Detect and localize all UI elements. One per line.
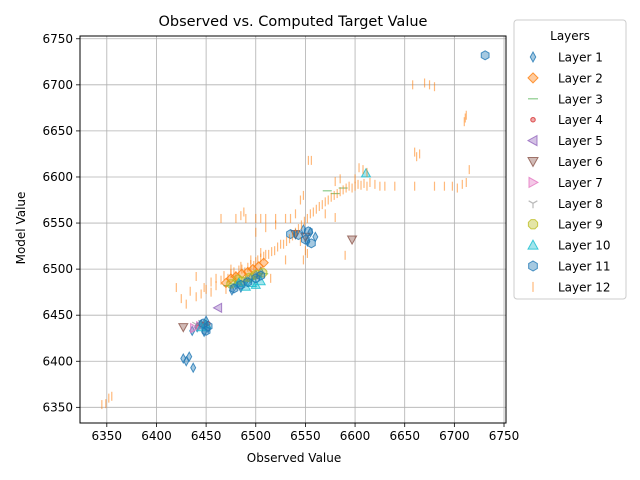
y-tick-label: 6700 (42, 78, 73, 92)
series-layer-12 (101, 78, 470, 410)
legend-items: Layer 1 Layer 2 Layer 3 Layer 4 Layer 5 Layer… (526, 50, 611, 294)
x-tick-label: 6750 (489, 429, 520, 443)
axes-frame (79, 35, 507, 424)
legend-marker (527, 157, 539, 168)
legend-entry: Layer 1 (529, 50, 603, 65)
legend-entry: Layer 12 (532, 280, 611, 294)
data-point (198, 318, 208, 329)
legend-entry: Layer 9 (527, 218, 603, 232)
data-point (306, 238, 316, 249)
data-point (236, 279, 246, 290)
legend-label: Layer 3 (558, 92, 603, 106)
legend-label: Layer 6 (558, 155, 603, 169)
legend-marker (526, 134, 538, 147)
y-tick-label: 6550 (42, 216, 73, 230)
legend-entry: Layer 8 (528, 197, 603, 211)
legend-entry: Layer 4 (530, 113, 603, 127)
legend-entry: Layer 10 (527, 239, 611, 253)
data-point (212, 302, 223, 314)
x-axis-ticks: 6350 6400 6450 6500 6550 6600 6650 6700 6750 (92, 423, 520, 443)
legend-label: Layer 4 (558, 113, 603, 127)
legend-label: Layer 5 (558, 134, 603, 148)
plot-area (79, 35, 507, 424)
x-tick-label: 6500 (240, 429, 271, 443)
data-point (203, 321, 213, 332)
x-tick-label: 6450 (191, 429, 222, 443)
legend-entry: Layer 5 (526, 134, 603, 148)
data-point (190, 362, 197, 374)
data-point (286, 229, 295, 240)
x-tick-label: 6350 (92, 429, 123, 443)
legend-entry: Layer 2 (527, 71, 603, 85)
data-point (186, 351, 193, 363)
y-tick-label: 6650 (42, 124, 73, 138)
series-layer-10 (195, 167, 372, 332)
legend-label: Layer 1 (558, 51, 603, 65)
data-point (190, 322, 200, 334)
legend-label: Layer 11 (558, 260, 611, 274)
data-point (229, 283, 239, 294)
legend-marker (529, 50, 537, 64)
plot-background (80, 36, 506, 423)
series-layer-5 (212, 302, 223, 314)
y-tick-label: 6500 (42, 262, 73, 276)
legend-marker (527, 219, 539, 230)
legend-marker (528, 260, 538, 272)
data-point (346, 235, 358, 246)
legend-marker (527, 239, 539, 250)
x-tick-label: 6400 (141, 429, 172, 443)
data-point (243, 276, 253, 288)
y-tick-label: 6600 (42, 170, 73, 184)
legend-entry: Layer 11 (528, 260, 611, 274)
x-tick-label: 6600 (340, 429, 371, 443)
y-tick-label: 6450 (42, 308, 73, 322)
legend-label: Layer 10 (558, 239, 611, 253)
legend-entry: Layer 3 (528, 92, 603, 106)
data-point (177, 323, 189, 333)
legend-marker (528, 200, 538, 209)
legend-marker (528, 176, 540, 189)
data-point (303, 226, 313, 237)
legend-entry: Layer 6 (527, 155, 603, 169)
legend-label: Layer 7 (558, 176, 603, 190)
data-point (255, 275, 267, 286)
x-axis-label: Observed Value (247, 451, 342, 465)
legend-label: Layer 9 (558, 218, 603, 232)
legend-marker (527, 72, 539, 84)
data-point (251, 273, 261, 284)
data-point (480, 50, 490, 61)
legend-marker (530, 116, 536, 123)
legend-label: Layer 2 (558, 71, 603, 85)
data-point (256, 270, 266, 281)
x-tick-label: 6700 (439, 429, 470, 443)
y-tick-label: 6350 (42, 400, 73, 414)
legend-label: Layer 8 (558, 197, 603, 211)
chart-title: Observed vs. Computed Target Value (159, 14, 428, 30)
legend-label: Layer 12 (558, 280, 611, 294)
legend-entry: Layer 7 (528, 176, 603, 190)
legend-title: Layers (550, 29, 590, 43)
legend-frame (513, 19, 627, 300)
x-tick-label: 6550 (290, 429, 321, 443)
y-axis-label: Model Value (14, 192, 28, 265)
y-tick-label: 6400 (42, 354, 73, 368)
data-point (360, 167, 372, 178)
y-axis-ticks: 6350 6400 6450 6500 6550 6600 6650 6700 6750 (42, 32, 80, 414)
x-tick-label: 6650 (389, 429, 420, 443)
y-tick-label: 6750 (42, 32, 73, 46)
